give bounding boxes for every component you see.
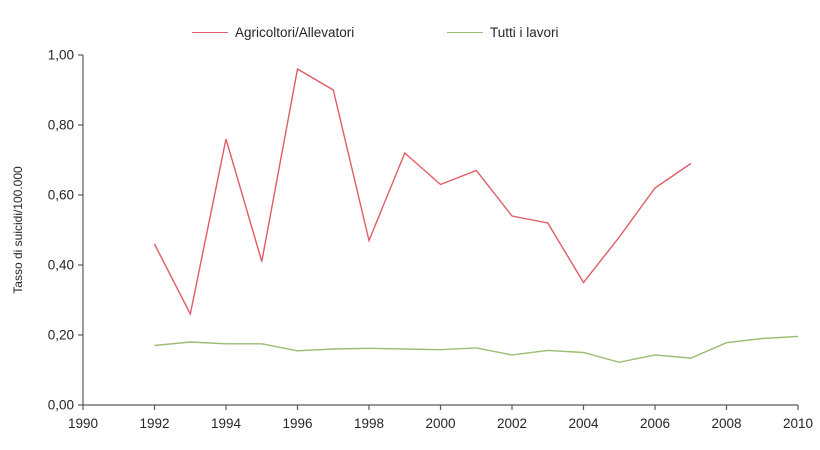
y-tick-label: 0,40 [48,258,74,273]
x-tick-label: 1992 [139,416,169,431]
y-tick-label: 0,00 [48,398,74,413]
x-tick-label: 2002 [497,416,527,431]
x-tick-label: 2000 [425,416,455,431]
x-tick-label: 1994 [211,416,242,431]
y-axis-title: Tasso di suicidi/100.000 [11,166,25,294]
x-tick-label: 2006 [640,416,670,431]
x-tick-label: 1998 [354,416,384,431]
x-tick-label: 2004 [568,416,599,431]
y-tick-label: 0,60 [48,188,74,203]
y-tick-label: 1,00 [48,48,74,63]
y-tick-label: 0,20 [48,328,74,343]
y-tick-label: 0,80 [48,118,74,133]
series-line-tutti [154,335,799,364]
x-tick-label: 1996 [282,416,312,431]
x-tick-label: 1990 [68,416,98,431]
series-line-agricoltori [153,67,692,317]
x-tick-label: 2010 [783,416,813,431]
x-tick-label: 2008 [711,416,741,431]
